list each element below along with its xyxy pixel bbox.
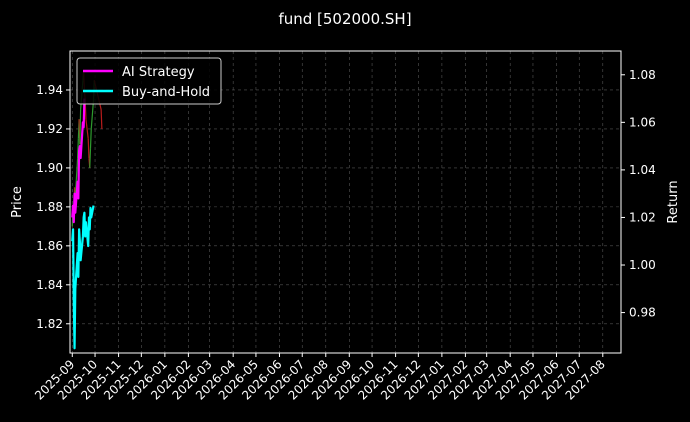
y-axis-left-label: Price — [10, 186, 25, 218]
chart-title: fund [502000.SH] — [278, 10, 411, 28]
y-right-tick-label: 0.98 — [629, 306, 656, 320]
y-right-tick-label: 1.02 — [629, 210, 656, 224]
series-line-buy-and-hold — [71, 205, 95, 350]
y-left-tick-label: 1.86 — [36, 239, 63, 253]
price-segment-up — [89, 128, 92, 149]
price-segment-up — [89, 148, 92, 168]
y-right-tick-label: 1.08 — [629, 68, 656, 82]
price-segment-down — [100, 109, 103, 129]
y-right-tick-label: 1.06 — [629, 115, 656, 129]
y-axis-right-label: Return — [666, 180, 681, 223]
plot-frame — [69, 50, 622, 354]
legend-box — [76, 57, 222, 105]
price-segment-up — [90, 99, 95, 129]
y-left-tick-label: 1.82 — [36, 317, 63, 331]
price-segment-up — [79, 109, 82, 145]
price-segment-up — [74, 158, 79, 198]
y-right-tick-label: 1.00 — [629, 258, 656, 272]
y-axis-right: 0.98 1.00 1.02 1.04 1.06 1.08 — [621, 68, 656, 320]
y-left-tick-label: 1.94 — [36, 83, 63, 97]
y-left-tick-label: 1.90 — [36, 161, 63, 175]
y-left-tick-label: 1.84 — [36, 278, 63, 292]
legend-label-ai-strategy: AI Strategy — [122, 65, 195, 80]
y-right-tick-label: 1.04 — [629, 163, 656, 177]
return-series — [71, 98, 95, 350]
y-left-tick-label: 1.92 — [36, 122, 63, 136]
legend-label-buy-and-hold: Buy-and-Hold — [122, 85, 210, 100]
price-segment-down — [87, 138, 90, 159]
y-left-tick-label: 1.88 — [36, 200, 63, 214]
price-segment-up — [76, 138, 79, 159]
legend: AI Strategy Buy-and-Hold — [76, 57, 222, 105]
y-axis-left: 1.82 1.84 1.86 1.88 1.90 1.92 1.94 — [36, 83, 70, 331]
price-segment-down — [85, 119, 89, 139]
series-line-ai-strategy — [71, 98, 86, 224]
